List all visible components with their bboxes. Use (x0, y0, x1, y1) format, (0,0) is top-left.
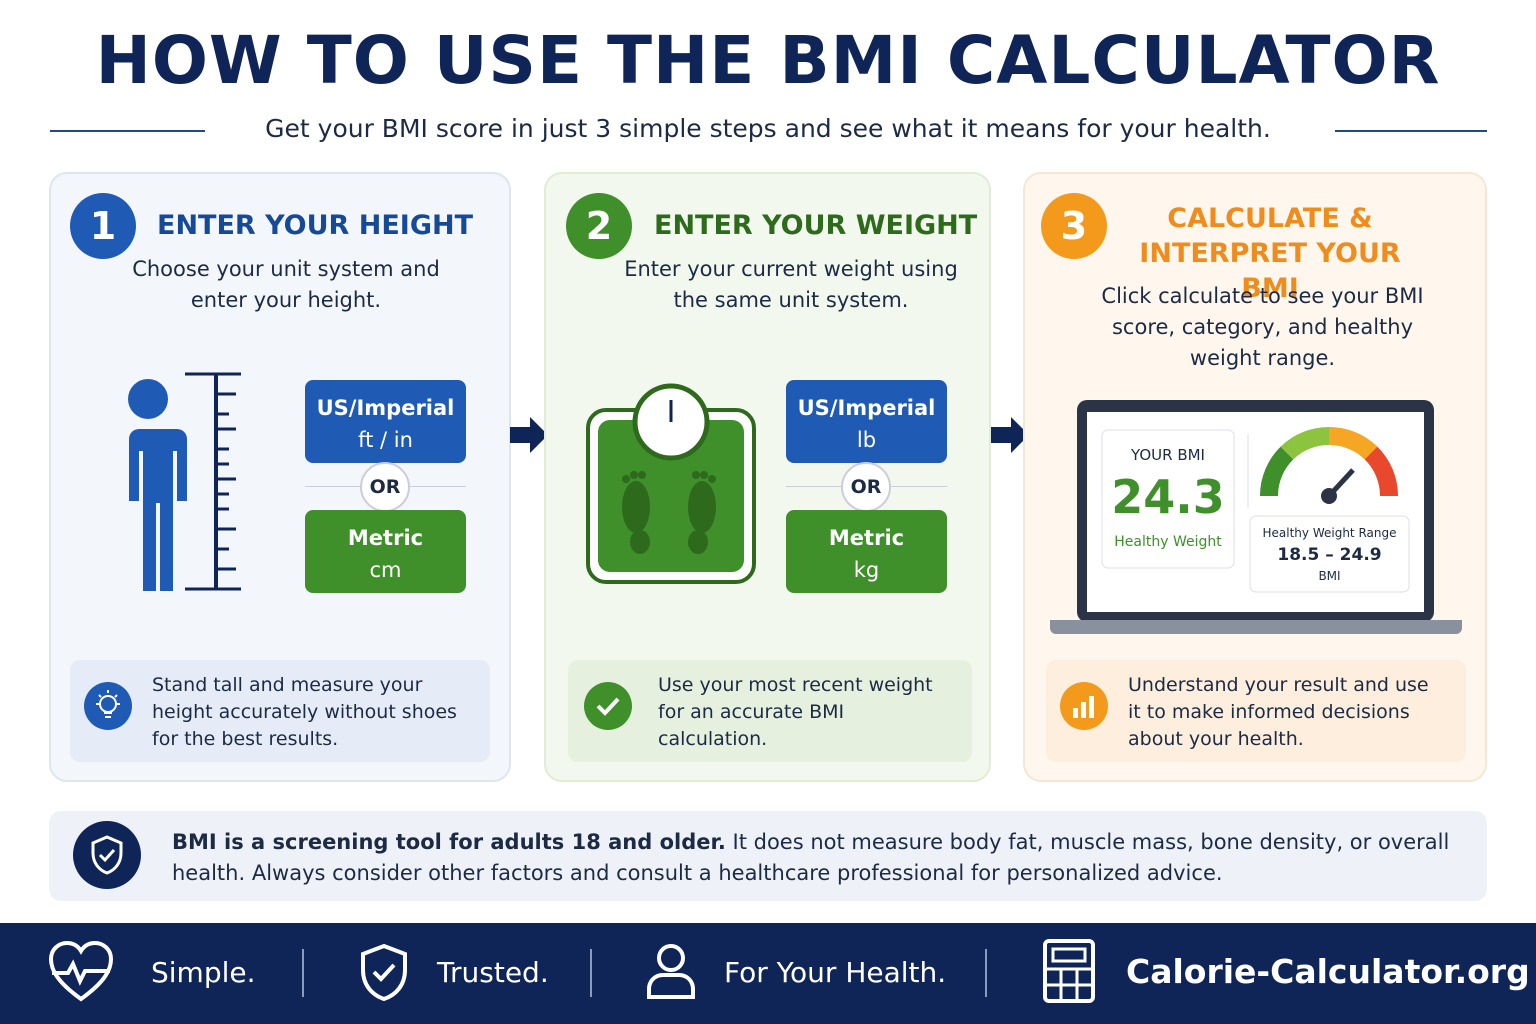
bmi-label: YOUR BMI (1131, 446, 1205, 464)
step-card: 3 CALCULATE & INTERPRET YOUR BMI Click c… (1023, 172, 1487, 782)
step-card: 1 ENTER YOUR HEIGHT Choose your unit sys… (49, 172, 511, 782)
arrow (510, 417, 548, 453)
range-value: 18.5 – 24.9 (1277, 545, 1382, 565)
unit-option: Metric kg (786, 510, 947, 593)
bulb-icon (84, 682, 132, 730)
footer-item: Simple. (151, 956, 256, 989)
arrow (991, 417, 1029, 453)
title: HOW TO USE THE BMI CALCULATOR (95, 22, 1441, 99)
step-title: ENTER YOUR WEIGHT (654, 210, 978, 241)
footer-item: Trusted. (437, 956, 549, 989)
bmi-value: 24.3 (1111, 470, 1225, 524)
footer (0, 923, 1536, 1024)
step-card: 2 ENTER YOUR WEIGHT Enter your current w… (544, 172, 991, 782)
step-title: CALCULATE & INTERPRET YOUR BMI (1139, 203, 1401, 304)
note-body: It does not measure body fat, muscle mas… (172, 830, 1450, 885)
option-label: US/Imperial (797, 396, 936, 420)
brand: Calorie-Calculator.org (1126, 952, 1530, 991)
option-label: US/Imperial (316, 396, 455, 420)
footer-item: For Your Health. (724, 956, 947, 989)
option-unit: cm (369, 558, 402, 582)
note-box: BMI is a screening tool for adults 18 an… (49, 811, 1487, 901)
rule (50, 130, 205, 132)
person-icon (647, 944, 695, 999)
bmi-category: Healthy Weight (1114, 534, 1222, 550)
chart-icon (1060, 682, 1108, 730)
divider (302, 949, 304, 997)
divider (985, 949, 987, 997)
shield-icon (361, 943, 407, 1001)
tip-box: Stand tall and measure your height accur… (70, 660, 490, 762)
heart-icon (48, 941, 114, 1002)
note-text: BMI is a screening tool for adults 18 an… (172, 827, 1462, 889)
range-unit: BMI (1318, 569, 1341, 583)
calculator-icon (1043, 939, 1095, 1003)
note-bold: BMI is a screening tool for adults 18 an… (172, 830, 726, 854)
step-number: 1 (70, 193, 136, 259)
option-label: Metric (828, 526, 905, 550)
step-title: ENTER YOUR HEIGHT (157, 210, 474, 241)
tip-box: Understand your result and use it to mak… (1046, 660, 1466, 762)
tip-text: Understand your result and use it to mak… (1128, 674, 1429, 750)
step-description: Click calculate to see your BMI score, c… (1101, 284, 1424, 370)
step-number: 3 (1041, 193, 1107, 259)
option-label: Metric (347, 526, 424, 550)
laptop (1050, 400, 1462, 634)
subtitle: Get your BMI score in just 3 simple step… (265, 114, 1271, 143)
tip-text: Use your most recent weight for an accur… (658, 674, 933, 750)
option-unit: ft / in (358, 428, 413, 452)
rule (1335, 130, 1487, 132)
or-separator: OR (841, 462, 891, 512)
tip-text: Stand tall and measure your height accur… (152, 674, 457, 750)
scale-illustration (586, 383, 756, 584)
range-label: Healthy Weight Range (1262, 526, 1397, 540)
option-unit: kg (853, 558, 880, 582)
tip-box: Use your most recent weight for an accur… (568, 660, 972, 762)
step-description: Choose your unit system and enter your h… (132, 257, 440, 312)
unit-option: US/Imperial ft / in (305, 380, 466, 463)
check-icon (584, 682, 632, 730)
divider (590, 949, 592, 997)
unit-option: Metric cm (305, 510, 466, 593)
unit-option: US/Imperial lb (786, 380, 947, 463)
shield-icon (73, 821, 141, 889)
height-illustration (119, 372, 241, 591)
step-description: Enter your current weight using the same… (624, 257, 958, 312)
or-separator: OR (360, 462, 410, 512)
option-unit: lb (856, 428, 877, 452)
step-number: 2 (566, 193, 632, 259)
